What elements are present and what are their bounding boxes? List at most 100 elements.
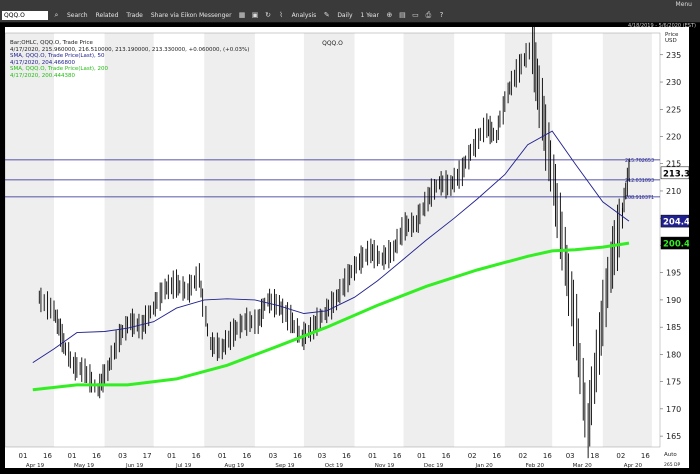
x-month-label: Sep 19 [275, 463, 295, 468]
x-tick-label: 03 [317, 452, 326, 460]
y-tick-label: 220 [666, 133, 681, 142]
legend-sma200-value: 4/17/2020, 200.444380 [10, 72, 75, 79]
related-button[interactable]: Related [95, 11, 119, 19]
search-icon[interactable]: ⌕ [54, 11, 59, 19]
x-tick-label: 01 [19, 452, 28, 460]
refresh-icon[interactable]: ↻ [265, 11, 272, 19]
x-tick-label: 01 [417, 452, 426, 460]
y-axis-unit: USD [665, 38, 677, 44]
price-level-label: 212.031093 [625, 178, 654, 184]
menu-label[interactable]: Menu [675, 1, 692, 8]
y-axis-label: Price [665, 32, 679, 38]
legend-box: Bar;OHLC, QQQ.O, Trade Price 4/17/2020, … [10, 40, 249, 80]
save-icon[interactable]: ▭ [412, 11, 419, 19]
auto-label: Auto [664, 452, 677, 458]
x-month-label: Jul 19 [175, 463, 192, 468]
legend-sma50-value: 4/17/2020, 204.466800 [10, 59, 75, 66]
x-month-label: Aug 19 [225, 463, 245, 468]
share-button[interactable]: Share via Eikon Messenger [150, 11, 232, 19]
x-tick-label: 17 [143, 452, 152, 460]
edit-icon[interactable]: ✎ [323, 11, 330, 19]
x-tick-label: 16 [641, 452, 650, 460]
price-level-label: 208.910371 [625, 195, 654, 201]
last-price-label: 213.330 [663, 169, 689, 179]
y-tick-label: 180 [666, 350, 681, 359]
zoom-icon[interactable]: ⊕ [386, 11, 393, 19]
x-tick-label: 02 [468, 452, 477, 460]
price-level-label: 215.702653 [625, 158, 654, 164]
scale-label: 265 DP [664, 462, 680, 468]
y-tick-label: 215 [666, 160, 681, 169]
sma50-line [32, 130, 630, 363]
range-select[interactable]: 1 Year [360, 11, 379, 19]
chart-area[interactable]: QQQ.O16517017518018519019520020521021522… [4, 19, 700, 469]
x-tick-label: 16 [492, 452, 501, 460]
legend-price-values: 4/17/2020, 215.960000, 216.510000, 213.1… [10, 46, 250, 53]
toolbar-row: QQQ.O ⌕ Search Related Trade Share via E… [0, 9, 700, 22]
x-month-label: May 19 [74, 463, 95, 468]
x-tick-label: 16 [242, 452, 251, 460]
analysis-button[interactable]: Analysis [291, 11, 317, 19]
x-tick-label: 16 [92, 452, 101, 460]
y-tick-label: 190 [666, 296, 681, 305]
x-tick-label: 01 [68, 452, 77, 460]
month-band [303, 33, 355, 447]
y-tick-label: 195 [666, 269, 681, 278]
x-month-label: Oct 19 [325, 463, 344, 468]
x-month-label: Apr 20 [624, 463, 643, 468]
x-tick-label: 16 [543, 452, 552, 460]
month-band [104, 33, 154, 447]
y-tick-label: 165 [666, 432, 681, 441]
legend-sma50-line: SMA, QQQ.O, Trade Price(Last), 50 [10, 53, 105, 60]
sma50-value-label: 204.467 [663, 218, 689, 228]
x-month-label: Nov 19 [375, 463, 395, 468]
y-tick-label: 185 [666, 323, 681, 332]
y-tick-label: 225 [666, 105, 681, 114]
print-icon[interactable]: ⎙ [425, 11, 432, 19]
legend-price-line: Bar;OHLC, QQQ.O, Trade Price [10, 40, 93, 46]
x-tick-label: 16 [393, 452, 402, 460]
x-month-label: Jan 20 [475, 463, 494, 468]
sma200-line [32, 241, 630, 392]
x-tick-label: 16 [293, 452, 302, 460]
y-tick-label: 170 [666, 405, 681, 414]
price-chart[interactable]: QQQ.O16517017518018519019520020521021522… [4, 19, 700, 469]
date-range: 4/18/2019 - 5/6/2020 (EST) [628, 23, 696, 29]
x-tick-label: 02 [518, 452, 527, 460]
month-band [403, 33, 455, 447]
month-band [5, 33, 55, 447]
y-tick-label: 175 [666, 378, 681, 387]
x-month-label: Jun 19 [125, 463, 144, 468]
search-button[interactable]: Search [67, 11, 88, 19]
x-month-label: Feb 20 [526, 463, 545, 468]
interval-select[interactable]: Daily [337, 11, 353, 19]
x-tick-label: 03 [268, 452, 277, 460]
help-icon[interactable]: ? [439, 11, 444, 19]
chart-icon[interactable]: ⌇ [279, 11, 283, 19]
sma200-value-label: 200.444 [663, 240, 689, 250]
layout-icon[interactable]: ▤ [399, 11, 406, 19]
grid-icon[interactable]: ▦ [238, 11, 246, 19]
x-month-label: Mar 20 [573, 463, 593, 468]
y-tick-label: 210 [666, 187, 681, 196]
plot-frame [4, 32, 661, 448]
x-tick-label: 01 [167, 452, 176, 460]
x-tick-label: 03 [118, 452, 127, 460]
x-tick-label: 16 [442, 452, 451, 460]
x-tick-label: 01 [368, 452, 377, 460]
x-tick-label: 18 [590, 452, 599, 460]
toolbar: Menu QQQ.O ⌕ Search Related Trade Share … [0, 0, 700, 23]
x-month-label: Apr 19 [26, 463, 45, 468]
trade-button[interactable]: Trade [126, 11, 143, 19]
legend-sma200-line: SMA, QQQ.O, Trade Price(Last), 200 [10, 66, 109, 73]
symbol-input[interactable]: QQQ.O [2, 11, 48, 20]
month-band [602, 33, 652, 447]
y-tick-label: 235 [666, 51, 681, 60]
x-tick-label: 16 [192, 452, 201, 460]
x-tick-label: 03 [566, 452, 575, 460]
image-icon[interactable]: ▣ [251, 11, 259, 19]
x-tick-label: 16 [342, 452, 351, 460]
month-band [204, 33, 255, 447]
x-tick-label: 02 [616, 452, 625, 460]
x-month-label: Dec 19 [424, 463, 444, 468]
